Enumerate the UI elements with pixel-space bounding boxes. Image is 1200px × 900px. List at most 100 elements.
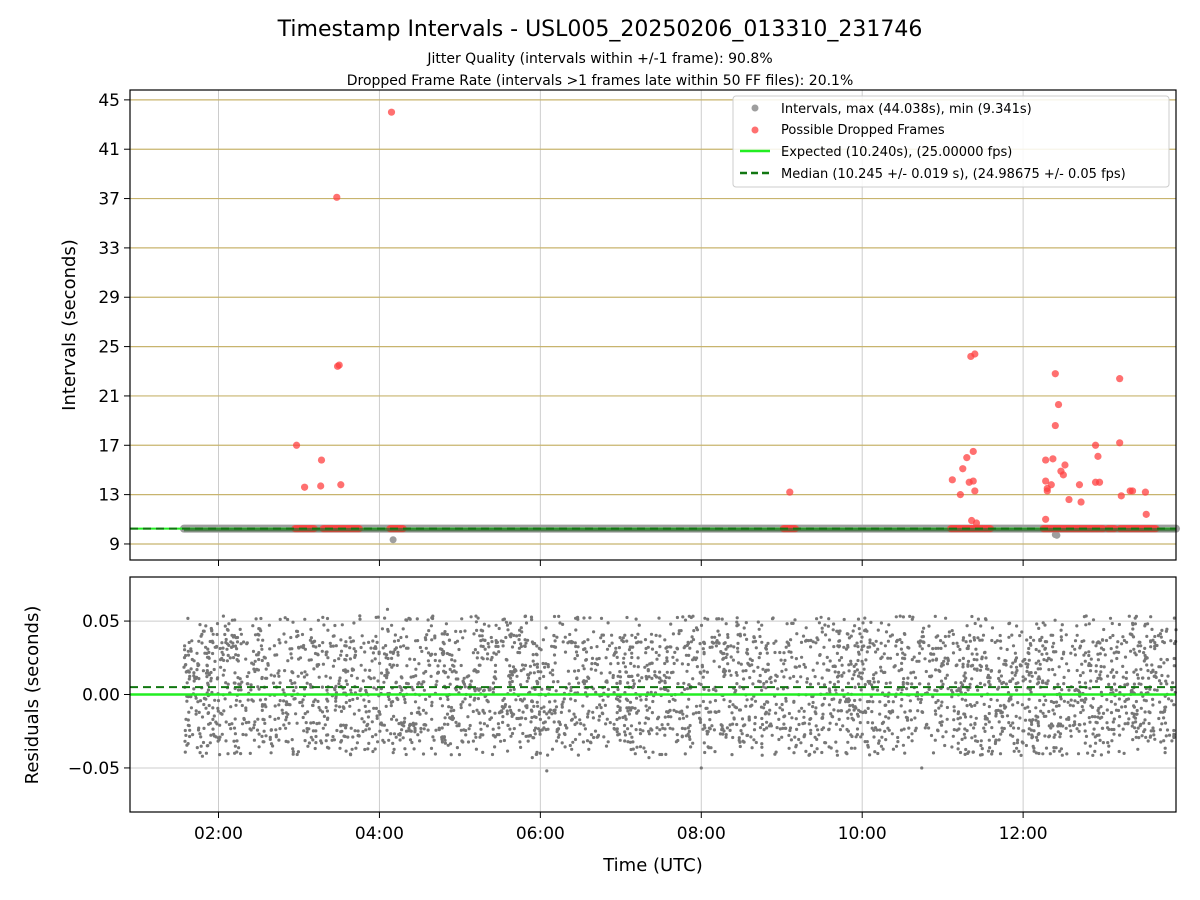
residual-point: [774, 673, 778, 677]
residual-point: [802, 662, 806, 667]
residual-point: [847, 669, 851, 673]
residual-point: [1106, 674, 1110, 678]
residual-point: [512, 641, 517, 645]
residual-point: [367, 727, 371, 731]
residual-point: [788, 676, 792, 680]
residual-point: [764, 644, 768, 648]
residual-point: [1129, 689, 1133, 693]
residual-point: [201, 669, 205, 673]
residual-point: [1143, 710, 1147, 714]
residual-point: [1123, 705, 1127, 709]
residual-point: [209, 670, 213, 675]
residual-point: [983, 683, 987, 687]
residual-point: [272, 644, 276, 648]
residual-point: [1041, 644, 1045, 648]
residual-point: [1076, 688, 1080, 692]
residual-point: [745, 733, 750, 738]
residual-point: [886, 656, 890, 660]
residual-point: [1116, 640, 1120, 644]
residual-point: [792, 751, 796, 755]
residual-point: [244, 706, 248, 710]
residual-point: [209, 733, 213, 737]
residual-point: [306, 744, 310, 748]
residual-point: [965, 729, 969, 733]
residual-point: [296, 750, 300, 754]
residual-point: [784, 699, 788, 703]
residual-point: [828, 721, 832, 725]
residual-point: [805, 680, 809, 684]
residual-point: [1029, 690, 1033, 695]
residual-point: [913, 729, 917, 733]
residual-point: [302, 675, 306, 679]
residual-point: [225, 642, 229, 646]
residual-point: [297, 646, 301, 650]
residual-point: [539, 670, 543, 674]
residual-point: [504, 620, 508, 624]
residual-point: [1143, 718, 1147, 722]
residual-point: [927, 624, 931, 628]
residual-point: [395, 663, 399, 668]
residual-point: [519, 626, 523, 630]
residual-point: [827, 638, 832, 642]
residual-point: [936, 729, 940, 733]
residual-point: [1112, 674, 1116, 679]
residual-point: [1153, 634, 1157, 639]
residual-point: [324, 705, 328, 710]
residual-point: [927, 687, 931, 692]
legend-marker-intervals: [751, 104, 759, 112]
residual-point: [966, 751, 970, 756]
residual-point: [750, 703, 754, 707]
residual-point: [636, 673, 640, 677]
residual-point: [445, 651, 449, 656]
residual-point: [239, 632, 243, 636]
residual-point: [378, 712, 382, 716]
residual-point: [208, 741, 212, 745]
residual-point: [487, 624, 491, 628]
residual-point: [701, 699, 706, 704]
residual-point: [320, 649, 324, 653]
residual-point: [887, 700, 891, 704]
residual-point: [344, 640, 348, 644]
residual-point: [402, 720, 406, 725]
residual-point: [1137, 649, 1142, 653]
residual-point: [1131, 738, 1135, 742]
residual-point: [901, 615, 906, 619]
residual-point: [734, 688, 738, 693]
residual-point: [570, 747, 574, 751]
residual-point: [198, 732, 202, 736]
residual-point: [829, 712, 833, 716]
residual-point: [535, 653, 539, 657]
residual-point: [230, 722, 234, 726]
residual-point: [1016, 738, 1020, 742]
residual-point: [859, 735, 863, 739]
residual-point: [258, 698, 262, 702]
residual-point: [683, 618, 688, 622]
residual-point: [1091, 618, 1096, 622]
residual-point: [872, 728, 876, 732]
residual-point: [1060, 656, 1064, 661]
residual-point: [797, 722, 801, 727]
residual-point: [213, 659, 217, 664]
residual-point: [912, 670, 916, 674]
residual-point: [1082, 639, 1086, 643]
residual-point: [601, 633, 606, 637]
residual-point: [398, 685, 402, 689]
residual-point: [878, 712, 882, 716]
residual-point: [859, 640, 863, 644]
residual-point: [663, 638, 667, 642]
residual-point: [862, 667, 866, 671]
residual-point: [775, 726, 779, 730]
residual-point: [910, 732, 914, 736]
residual-point: [884, 681, 888, 686]
residual-point: [1102, 665, 1106, 669]
residual-point: [684, 653, 689, 657]
residual-point: [406, 682, 410, 686]
residual-point: [183, 739, 187, 743]
residual-point: [664, 752, 668, 757]
residual-point: [1061, 724, 1065, 728]
residual-point: [404, 752, 408, 757]
residual-point: [490, 752, 495, 757]
residual-point: [337, 682, 341, 686]
bottom-x-tick-label: 06:00: [516, 824, 565, 844]
residual-point: [587, 747, 591, 751]
